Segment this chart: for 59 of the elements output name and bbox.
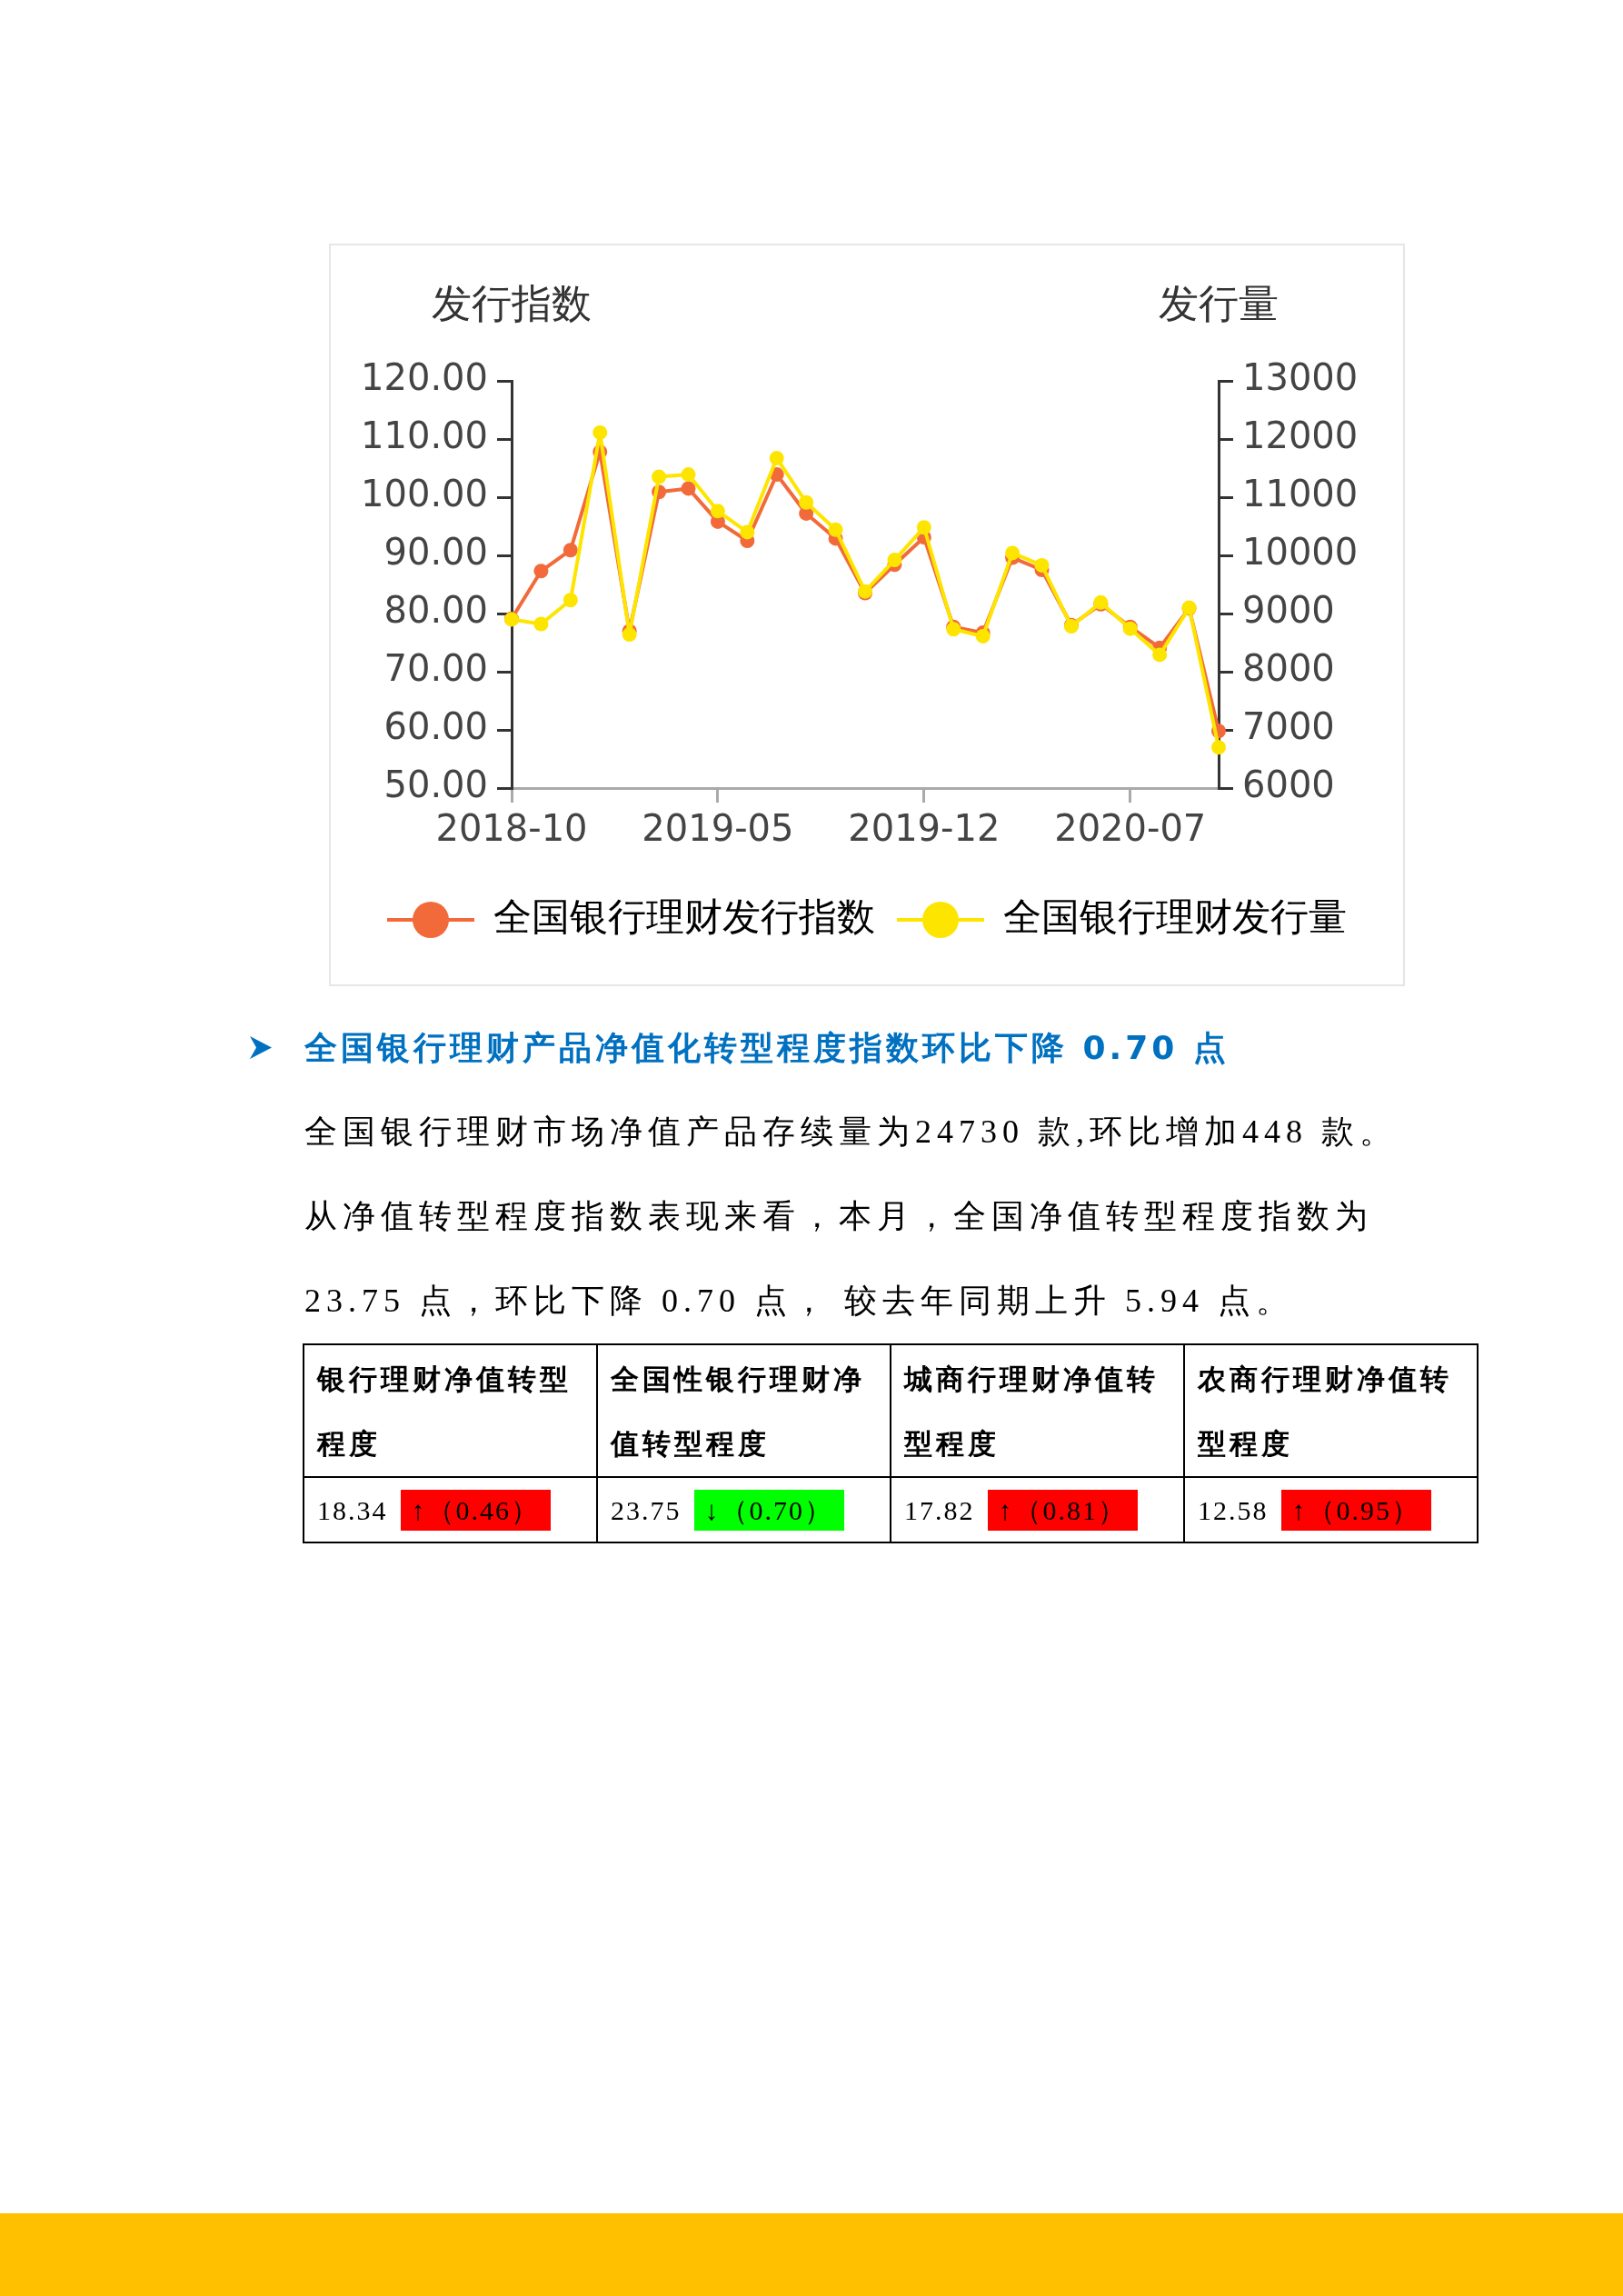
point	[622, 627, 637, 643]
y-tick-label: 80.00	[383, 589, 488, 632]
legend-label: 全国银行理财发行指数	[493, 893, 875, 939]
point	[681, 481, 696, 496]
category-label: 农商行理财净值转型程度	[1184, 1344, 1478, 1477]
point	[563, 593, 578, 608]
category-label: 银行理财净值转型程度	[304, 1344, 597, 1477]
point	[681, 467, 696, 483]
text: 23.75	[611, 1494, 682, 1525]
category-label: 城商行理财净值转型程度	[891, 1344, 1184, 1477]
text: 全国银行理财产品净值化转型程度指数环比下降 0.70 点	[304, 1029, 1230, 1066]
point	[740, 524, 755, 540]
category-label: 全国性银行理财净值转型程度	[597, 1344, 891, 1477]
y2-tick-label: 12000	[1242, 414, 1359, 457]
point	[799, 494, 814, 510]
y2-tick-label: 11000	[1242, 473, 1359, 515]
y-tick-label: 100.00	[361, 473, 488, 515]
y-tick-label: 110.00	[361, 414, 488, 457]
point	[1034, 557, 1050, 573]
point	[828, 522, 843, 537]
text: 17.82	[904, 1494, 975, 1525]
point	[652, 469, 667, 484]
x-tick-label: 2019-12	[848, 807, 1001, 850]
point	[887, 553, 902, 568]
text: ↑（0.95）	[1280, 1489, 1431, 1531]
y2-tick-label: 9000	[1242, 589, 1335, 632]
text: ↑（0.46）	[400, 1489, 551, 1531]
text: 从净值转型程度指数表现来看，本月，全国净值转型程度指数为23.75 点，环比下降 0.70 点， 较去年同期上升 5.94 点。	[304, 1198, 1373, 1319]
point	[533, 616, 549, 632]
y2-tick-label: 7000	[1242, 705, 1335, 748]
legend-label: 全国银行理财发行量	[1003, 893, 1347, 939]
x-tick-label: 2018-10	[435, 807, 588, 850]
point	[533, 564, 549, 579]
point	[1211, 740, 1226, 755]
x-tick-label: 2019-05	[642, 807, 794, 850]
y2-axis-title: 发行量	[1159, 280, 1279, 327]
text: ↓（0.70）	[693, 1489, 844, 1531]
text: ↑（0.81）	[987, 1489, 1138, 1531]
point	[563, 543, 578, 558]
point	[1005, 545, 1021, 561]
y-axis-title: 发行指数	[432, 280, 592, 327]
point	[592, 424, 608, 440]
text: 18.34	[317, 1494, 388, 1525]
x-tick-label: 2020-07	[1054, 807, 1207, 850]
point	[1152, 647, 1168, 663]
y2-tick-label: 13000	[1242, 356, 1359, 399]
point	[710, 504, 725, 519]
y-tick-label: 60.00	[383, 705, 488, 748]
y-tick-label: 50.00	[383, 764, 488, 806]
y2-tick-label: 8000	[1242, 647, 1335, 690]
point	[769, 451, 784, 466]
y2-tick-label: 10000	[1242, 531, 1359, 574]
y-tick-label: 90.00	[383, 531, 488, 574]
y-tick-label: 70.00	[383, 647, 488, 690]
point	[916, 520, 931, 535]
text: 12.58	[1198, 1494, 1269, 1525]
y-tick-label: 120.00	[361, 356, 488, 399]
text: 全国银行理财市场净值产品存续量为24730 款,环比增加448 款。	[304, 1113, 1399, 1152]
y2-tick-label: 6000	[1242, 764, 1335, 806]
